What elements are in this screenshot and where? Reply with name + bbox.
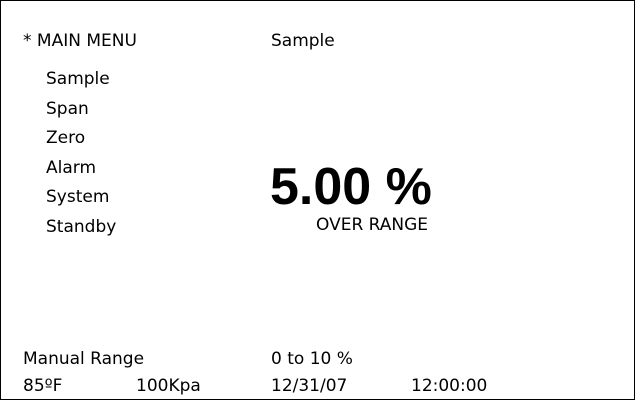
menu-item[interactable]: Standby bbox=[46, 217, 117, 237]
menu-item[interactable]: Sample bbox=[46, 69, 110, 89]
reading-status: OVER RANGE bbox=[316, 215, 429, 235]
pressure: 100Kpa bbox=[136, 376, 201, 396]
menu-title: * MAIN MENU bbox=[23, 31, 137, 51]
menu-item[interactable]: Alarm bbox=[46, 157, 97, 178]
range-value: 0 to 10 % bbox=[271, 349, 353, 369]
date: 12/31/07 bbox=[271, 376, 348, 396]
reading-value: 5.00 % bbox=[270, 158, 432, 216]
temperature: 85ºF bbox=[23, 376, 63, 396]
time: 12:00:00 bbox=[411, 376, 488, 396]
menu-item[interactable]: System bbox=[46, 187, 110, 208]
current-mode: Sample bbox=[271, 31, 335, 51]
menu-item[interactable]: Span bbox=[46, 98, 89, 119]
range-label: Manual Range bbox=[23, 349, 145, 369]
menu-item[interactable]: Zero bbox=[46, 128, 86, 149]
